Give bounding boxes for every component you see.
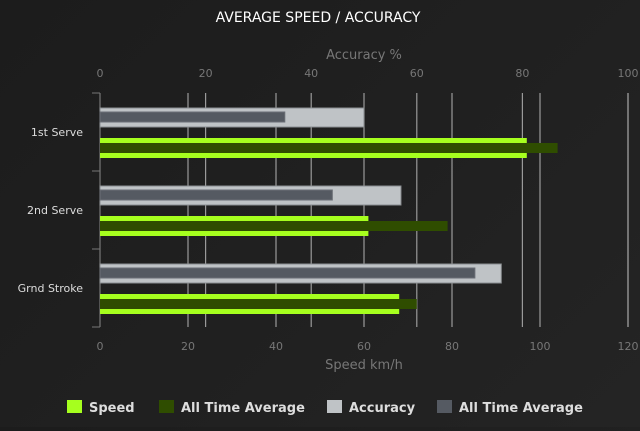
category-label: 1st Serve [31,126,83,139]
top-axis-label: Accuracy % [326,48,402,63]
legend: Speed All Time Average Accuracy All Time Av… [67,400,583,416]
top-tick-label: 80 [515,67,529,80]
bar-speed-all-time-average [100,143,558,153]
legend-label: All Time Average [459,401,583,416]
bottom-tick-label: 80 [445,340,459,353]
legend-label: Speed [89,401,135,416]
legend-swatch [327,400,342,413]
bottom-tick-label: 100 [530,340,551,353]
category-label: 2nd Serve [27,204,83,217]
bar-speed-all-time-average [100,221,448,231]
legend-label: All Time Average [181,401,305,416]
chart-title: AVERAGE SPEED / ACCURACY [216,10,421,26]
legend-swatch [159,400,174,413]
bar-accuracy-all-time-average [99,267,476,279]
top-tick-label: 0 [97,67,104,80]
bottom-tick-label: 20 [181,340,195,353]
bar-accuracy-all-time-average [99,189,333,201]
legend-swatch [437,400,452,413]
legend-swatch [67,400,82,413]
bottom-tick-label: 40 [269,340,283,353]
bottom-tick-label: 120 [618,340,639,353]
top-tick-label: 40 [304,67,318,80]
bar-speed-all-time-average [100,299,417,309]
top-tick-label: 20 [199,67,213,80]
bottom-axis-label: Speed km/h [325,358,403,373]
category-label: Grnd Stroke [18,282,84,295]
bottom-tick-label: 60 [357,340,371,353]
bar-accuracy-all-time-average [99,111,286,123]
legend-label: Accuracy [349,401,416,416]
top-tick-label: 100 [618,67,639,80]
bottom-tick-label: 0 [97,340,104,353]
top-tick-label: 60 [410,67,424,80]
